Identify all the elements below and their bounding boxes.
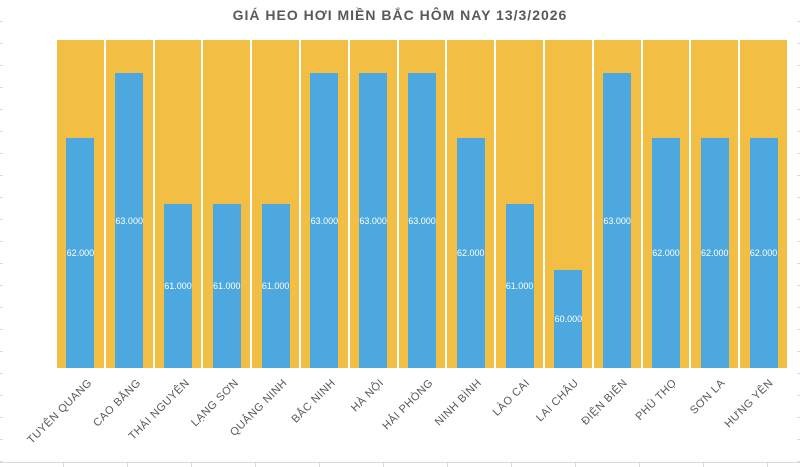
category-label: LẠNG SƠN	[188, 377, 241, 430]
category-label: HẢI PHÒNG	[380, 377, 436, 433]
bar-value-label: 60.000	[554, 314, 583, 324]
category-band: 63.000	[591, 40, 641, 368]
bar-value-label: 63.000	[115, 215, 143, 226]
category-band: 60.000	[542, 40, 592, 368]
bar[interactable]: 62.000	[456, 138, 485, 368]
bar-value-label: 61.000	[164, 281, 192, 291]
category-band: 63.000	[103, 40, 153, 368]
category-band: 61.000	[152, 40, 202, 368]
plot-area: 62.000 63.000 61.000 61.000 61.000 63.000 63.0…	[57, 40, 787, 368]
bar[interactable]: 63.000	[407, 73, 436, 368]
category-label: HƯNG YÊN	[722, 377, 777, 431]
category-label: NINH BÌNH	[432, 377, 485, 429]
category-band: 62.000	[640, 40, 690, 368]
bar-value-label: 62.000	[652, 248, 680, 258]
bar-value-label: 61.000	[261, 281, 290, 291]
bar-value-label: 62.000	[457, 248, 485, 258]
bar-value-label: 63.000	[408, 215, 436, 226]
chart-title: GIÁ HEO HƠI MIỀN BẮC HÔM NAY 13/3/2026	[232, 7, 568, 23]
bar-value-label: 61.000	[505, 281, 534, 291]
bar-value-label: 61.000	[213, 281, 241, 291]
bar[interactable]: 63.000	[359, 73, 388, 368]
category-axis: TUYÊN QUANG CAO BẰNG THÁI NGUYÊN LẠNG SƠN QU…	[25, 372, 787, 464]
bar-value-label: 62.000	[749, 248, 778, 258]
category-label: HÀ NỘI	[349, 377, 387, 415]
bar-value-label: 62.000	[66, 248, 95, 258]
bar[interactable]: 63.000	[115, 73, 144, 368]
category-band: 61.000	[201, 40, 251, 368]
category-label: LAI CHÂU	[534, 377, 582, 425]
bar[interactable]: 61.000	[261, 204, 290, 368]
category-label: CAO BẰNG	[91, 377, 144, 430]
category-band: 62.000	[445, 40, 495, 368]
bar[interactable]: 63.000	[310, 73, 339, 368]
bar[interactable]: 61.000	[163, 204, 192, 368]
bar[interactable]: 62.000	[651, 138, 680, 368]
category-band: 61.000	[250, 40, 299, 368]
category-label: PHÚ THỌ	[632, 377, 679, 423]
bar-value-label: 63.000	[359, 215, 387, 226]
bar[interactable]: 63.000	[603, 73, 632, 368]
bar[interactable]: 60.000	[554, 270, 583, 368]
bar[interactable]: 61.000	[505, 204, 534, 368]
category-band: 62.000	[738, 40, 787, 368]
category-label: TUYÊN QUANG	[25, 377, 95, 447]
category-band: 63.000	[396, 40, 446, 368]
category-label: BẮC NINH	[289, 377, 339, 426]
category-label: SƠN LA	[687, 377, 728, 417]
bar-value-label: 62.000	[700, 248, 729, 258]
category-band: 63.000	[347, 40, 397, 368]
bar[interactable]: 61.000	[212, 204, 241, 368]
category-band: 63.000	[298, 40, 348, 368]
bar-value-label: 63.000	[603, 215, 631, 226]
category-band: 62.000	[689, 40, 739, 368]
spreadsheet-gridlines-right-edge	[797, 0, 800, 462]
bar[interactable]: 62.000	[66, 138, 95, 368]
bar[interactable]: 62.000	[700, 138, 729, 368]
category-band: 61.000	[494, 40, 543, 368]
category-label: LÀO CAI	[491, 377, 533, 419]
category-label: ĐIỆN BIÊN	[579, 377, 631, 428]
category-band: 62.000	[57, 40, 104, 368]
bar-value-label: 63.000	[310, 215, 339, 226]
bar[interactable]: 62.000	[749, 138, 778, 368]
spreadsheet-gridlines-bottom-edge	[0, 462, 800, 467]
spreadsheet-gridlines-left-edge	[0, 0, 3, 462]
